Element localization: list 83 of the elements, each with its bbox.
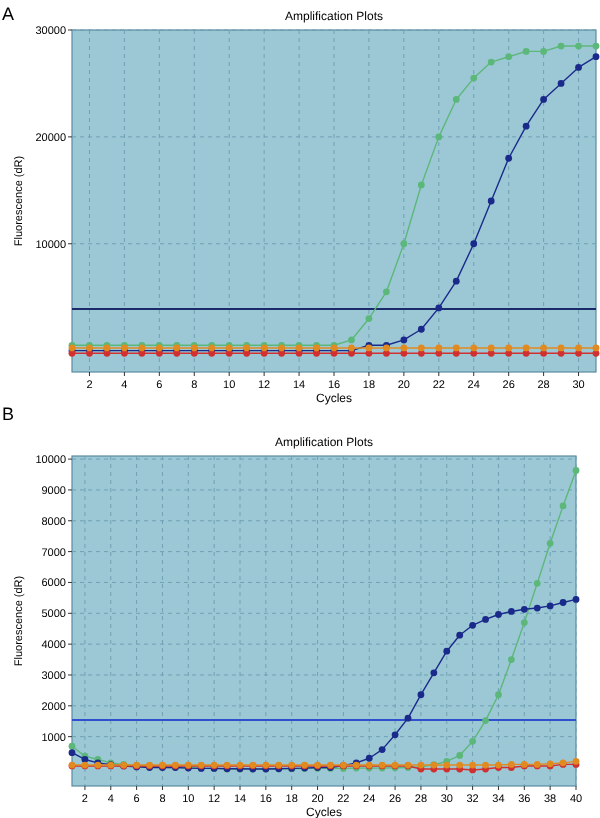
- point: [592, 42, 600, 50]
- point: [487, 344, 495, 352]
- point: [400, 349, 408, 357]
- text: B: [2, 404, 15, 424]
- point: [505, 344, 513, 352]
- point: [487, 197, 495, 205]
- point: [348, 336, 355, 344]
- point: [575, 64, 582, 71]
- point: [522, 344, 530, 352]
- point: [400, 344, 408, 352]
- text: A: [2, 4, 15, 24]
- point: [522, 122, 530, 130]
- point: [365, 315, 373, 322]
- point: [533, 579, 541, 587]
- point: [469, 766, 477, 774]
- point: [391, 731, 399, 739]
- point: [435, 133, 443, 141]
- point: [540, 96, 547, 103]
- point: [452, 96, 460, 103]
- point: [505, 349, 513, 357]
- point: [68, 749, 76, 757]
- point: [533, 604, 541, 612]
- point: [540, 349, 547, 357]
- point: [456, 752, 464, 759]
- point: [417, 325, 425, 333]
- point: [505, 53, 513, 61]
- point: [522, 47, 530, 55]
- point: [470, 240, 478, 248]
- point: [487, 58, 495, 66]
- point: [435, 349, 443, 357]
- point: [404, 714, 412, 722]
- point: [522, 349, 530, 357]
- point: [469, 761, 477, 769]
- point: [68, 742, 76, 750]
- point: [456, 631, 464, 639]
- point: [540, 344, 547, 352]
- point: [452, 349, 460, 357]
- point: [470, 349, 478, 357]
- point: [417, 344, 425, 352]
- point: [482, 717, 489, 725]
- point: [469, 621, 477, 629]
- point: [487, 349, 495, 357]
- point: [520, 605, 528, 613]
- point: [557, 42, 565, 50]
- point: [383, 288, 390, 296]
- point: [592, 53, 600, 61]
- point: [400, 336, 408, 344]
- point: [452, 277, 460, 285]
- point: [469, 737, 477, 745]
- point: [572, 596, 580, 603]
- point: [452, 344, 460, 352]
- point: [400, 240, 408, 248]
- point: [507, 608, 515, 615]
- point: [557, 80, 565, 87]
- point: [383, 349, 390, 357]
- point: [507, 656, 515, 663]
- point: [505, 154, 513, 162]
- point: [592, 344, 600, 352]
- point: [378, 746, 386, 754]
- point: [417, 691, 425, 699]
- point: [557, 344, 565, 352]
- point: [482, 616, 489, 623]
- point: [417, 181, 425, 189]
- point: [575, 42, 582, 50]
- point: [572, 467, 580, 474]
- point: [443, 647, 451, 655]
- point: [435, 344, 443, 352]
- point: [430, 669, 438, 677]
- point: [575, 349, 582, 357]
- point: [546, 539, 554, 547]
- point: [575, 344, 582, 352]
- point: [417, 349, 425, 357]
- point: [559, 599, 567, 606]
- point: [435, 304, 443, 312]
- point: [470, 344, 478, 352]
- point: [470, 74, 478, 82]
- point: [546, 602, 554, 610]
- point: [495, 611, 502, 618]
- point: [365, 754, 373, 762]
- point: [520, 619, 528, 626]
- point: [495, 691, 502, 699]
- point: [559, 502, 567, 510]
- point: [540, 47, 547, 55]
